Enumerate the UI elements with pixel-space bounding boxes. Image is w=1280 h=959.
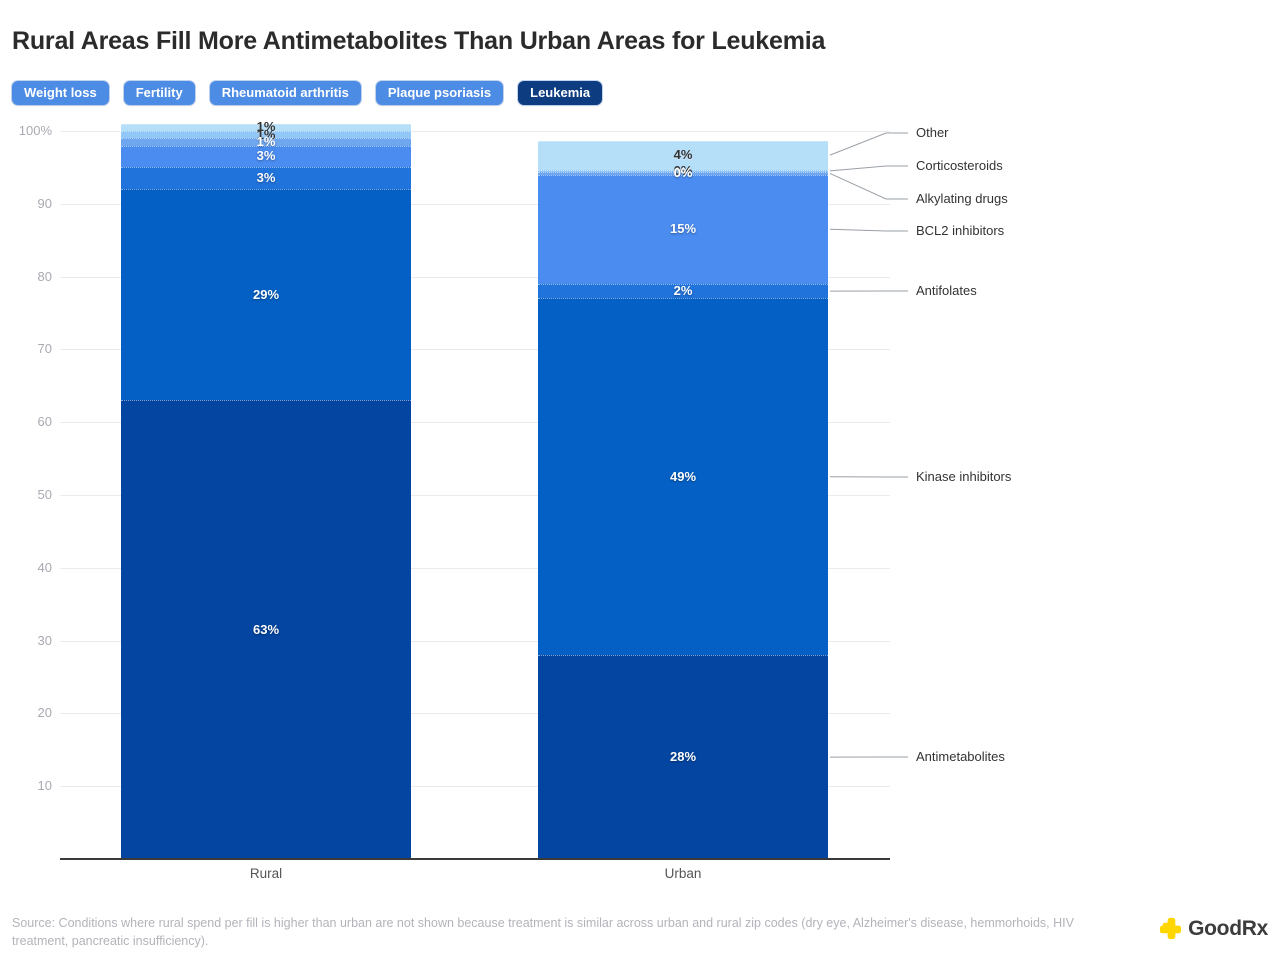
tab-rheumatoid-arthritis[interactable]: Rheumatoid arthritis	[209, 81, 361, 106]
gridline-90	[60, 203, 890, 205]
tab-fertility[interactable]: Fertility	[123, 81, 195, 106]
bar-segment-urban-other[interactable]	[538, 140, 828, 170]
y-axis-tick-60: 60	[37, 414, 52, 430]
goodrx-wordmark: GoodRx	[1188, 916, 1268, 940]
gridline-40	[60, 567, 890, 569]
leader-line-bcl2-inhibitors	[829, 228, 908, 232]
series-label-bcl2-inhibitors: BCL2 inhibitors	[916, 223, 1005, 238]
series-label-antifolates: Antifolates	[916, 283, 977, 298]
bar-segment-urban-kinase-inhibitors[interactable]	[538, 298, 828, 656]
bar-segment-urban-antifolates[interactable]	[538, 283, 828, 299]
y-axis-tick-30: 30	[37, 632, 52, 648]
gridline-10	[60, 786, 890, 788]
page-title: Rural Areas Fill More Antimetabolites Th…	[12, 26, 826, 55]
bar-segment-rural-kinase-inhibitors[interactable]	[121, 189, 411, 401]
y-axis-tick-90: 90	[37, 195, 52, 211]
bar-segment-urban-bcl2-inhibitors[interactable]	[538, 174, 828, 284]
source-note: Source: Conditions where rural spend per…	[12, 916, 1074, 949]
gridline-20	[60, 713, 890, 715]
gridline-30	[60, 640, 890, 642]
bar-segment-rural-other[interactable]	[121, 123, 411, 131]
gridline-60	[60, 422, 890, 424]
x-axis-label-rural: Rural	[249, 866, 283, 881]
gridline-70	[60, 349, 890, 351]
y-axis-tick-40: 40	[37, 559, 52, 575]
x-axis-label-urban: Urban	[664, 866, 702, 881]
leader-line-corticosteroids	[829, 165, 908, 172]
gridline-80	[60, 276, 890, 278]
bar-segment-rural-alkylating-drugs[interactable]	[121, 138, 411, 146]
series-label-alkylating-drugs: Alkylating drugs	[916, 191, 1008, 206]
y-axis-tick-70: 70	[37, 341, 52, 357]
tab-plaque-psoriasis[interactable]: Plaque psoriasis	[375, 81, 504, 106]
gridline-50	[60, 495, 890, 496]
y-axis-tick-100: 100%	[18, 123, 52, 138]
condition-tabs: Weight loss Fertility Rheumatoid arthritis…	[12, 81, 603, 106]
bar-segment-urban-corticosteroids[interactable]	[538, 169, 828, 173]
goodrx-cross-icon	[1158, 916, 1183, 941]
bar-segment-rural-antifolates[interactable]	[121, 167, 411, 190]
leader-line-alkylating-drugs	[829, 172, 908, 200]
y-axis-tick-80: 80	[37, 268, 52, 284]
series-label-antimetabolites: Antimetabolites	[916, 749, 1005, 764]
y-axis-tick-50: 50	[37, 487, 52, 502]
bar-segment-urban-alkylating-drugs[interactable]	[538, 172, 828, 175]
bar-segment-rural-corticosteroids[interactable]	[121, 131, 411, 139]
bar-segment-rural-antimetabolites[interactable]	[121, 400, 411, 859]
bar-segment-urban-antimetabolites[interactable]	[538, 655, 828, 859]
series-label-other: Other	[916, 125, 949, 140]
tab-leukemia[interactable]: Leukemia	[518, 81, 603, 106]
y-axis-tick-20: 20	[37, 705, 52, 721]
goodrx-logo: GoodRx	[1158, 916, 1268, 941]
x-axis-line	[60, 858, 890, 860]
series-label-kinase-inhibitors: Kinase inhibitors	[916, 469, 1012, 484]
tab-weight-loss[interactable]: Weight loss	[12, 81, 109, 106]
gridline-100	[60, 131, 890, 132]
bar-segment-rural-bcl2-inhibitors[interactable]	[121, 145, 411, 168]
leader-line-other	[829, 132, 908, 156]
y-axis-tick-10: 10	[37, 778, 52, 794]
series-label-corticosteroids: Corticosteroids	[916, 158, 1003, 173]
